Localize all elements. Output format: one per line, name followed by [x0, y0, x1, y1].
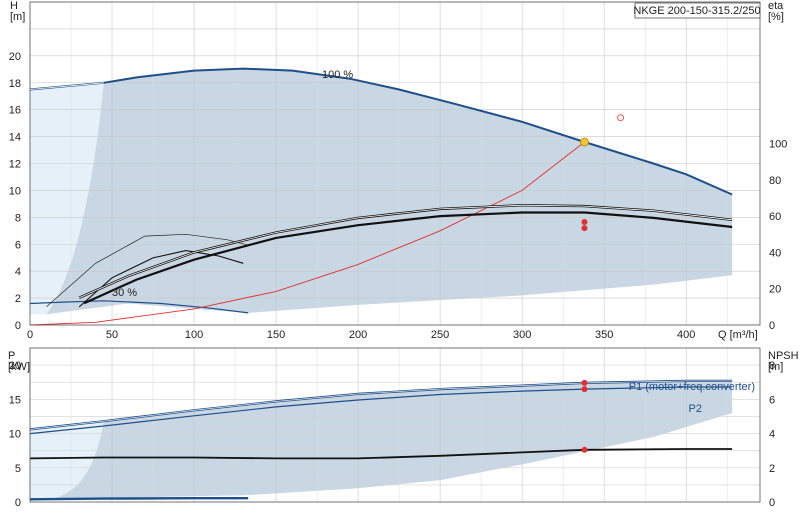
- npsh-tick-label: 4: [769, 429, 775, 441]
- duty-point-marker: [580, 137, 589, 147]
- legend-p2: P2: [689, 403, 702, 415]
- power-area-light: [30, 421, 104, 500]
- x-tick-label: 250: [431, 329, 449, 341]
- y2-tick-label: 40: [769, 247, 781, 259]
- x-tick-label: 150: [267, 329, 285, 341]
- bottom-panel-frame: [29, 347, 761, 503]
- series-npsh: [29, 448, 733, 460]
- y2-tick-label: 0: [769, 320, 775, 332]
- x-tick-label: 200: [349, 329, 367, 341]
- npsh-tick-label: 2: [769, 463, 775, 475]
- red-dot-marker: [581, 225, 588, 232]
- y-tick-label: 14: [9, 132, 21, 144]
- y-tick-label: 8: [15, 212, 21, 224]
- y-tick-label: 6: [15, 239, 21, 251]
- legend-p1: P1 (motor+freq.converter): [629, 381, 755, 393]
- x-tick-label: 100: [185, 329, 203, 341]
- power-area: [46, 380, 733, 500]
- series-system-curve: [29, 141, 585, 326]
- x-tick-label: 350: [595, 329, 613, 341]
- x-tick-label: 0: [27, 329, 33, 341]
- x-tick-label: 400: [677, 329, 695, 341]
- p-tick-label: 15: [9, 394, 21, 406]
- red-dot-marker: [581, 219, 588, 226]
- series-head-100-inner: [29, 82, 104, 90]
- y-tick-label: 12: [9, 159, 21, 171]
- y2-axis-title: eta [%]: [768, 0, 784, 23]
- red-dot-marker: [581, 386, 588, 393]
- red-circle-marker: [617, 114, 624, 122]
- y2-tick-label: 100: [769, 139, 787, 151]
- title-box: [634, 2, 761, 19]
- chart-title: NKGE 200-150-315.2/250: [633, 5, 760, 17]
- top-panel-frame: [29, 1, 761, 326]
- x-axis-title: Q [m³/h]: [718, 329, 758, 341]
- npsh-axis-title: NPSH [m]: [768, 350, 799, 373]
- npsh-tick-label: 6: [769, 394, 775, 406]
- y-tick-label: 16: [9, 105, 21, 117]
- npsh-tick-label: 8: [769, 360, 775, 372]
- y-tick-label: 4: [15, 266, 21, 278]
- series-p2: [29, 386, 733, 435]
- series-eta-part-1: [46, 233, 249, 308]
- series-eta-part-2: [78, 250, 244, 308]
- y2-tick-label: 80: [769, 175, 781, 187]
- p-axis-title: P [kW]: [8, 350, 30, 373]
- red-dot-marker: [581, 446, 588, 453]
- x-tick-label: 50: [106, 329, 118, 341]
- series-head-30: [29, 300, 249, 314]
- operating-area-light: [30, 82, 104, 315]
- y-tick-label: 18: [9, 78, 21, 90]
- p-tick-label: 20: [9, 360, 21, 372]
- label-30-percent: 30 %: [112, 287, 137, 299]
- y-tick-label: 2: [15, 293, 21, 305]
- y-tick-label: 10: [9, 185, 21, 197]
- p-tick-label: 5: [15, 463, 21, 475]
- y-axis-title: H [m]: [10, 0, 25, 23]
- y-tick-label: 0: [15, 320, 21, 332]
- series-p1-inner: [29, 380, 733, 430]
- series-power-min: [29, 497, 249, 501]
- series-eta-op: [83, 211, 733, 305]
- y2-tick-label: 60: [769, 211, 781, 223]
- series-eta-max-inner: [79, 204, 733, 299]
- y-tick-label: 20: [9, 51, 21, 63]
- y2-tick-label: 20: [769, 284, 781, 296]
- p-tick-label: 0: [15, 497, 21, 509]
- npsh-tick-label: 0: [769, 497, 775, 509]
- red-dot-marker: [581, 379, 588, 386]
- p-tick-label: 10: [9, 429, 21, 441]
- series-head-100: [29, 67, 733, 196]
- x-tick-label: 300: [513, 329, 531, 341]
- label-100-percent: 100 %: [322, 69, 353, 81]
